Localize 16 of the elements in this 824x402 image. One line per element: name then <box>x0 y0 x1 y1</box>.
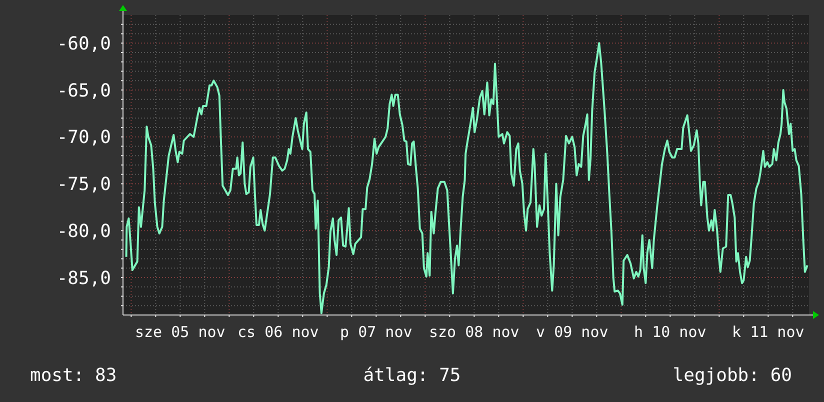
text: legjobb: 60 <box>672 365 792 386</box>
y-tick-label: -60,0 <box>56 33 111 54</box>
x-tick-label: v 09 nov <box>536 323 608 341</box>
x-tick-label: sze 05 nov <box>135 323 226 341</box>
y-tick-label: -65,0 <box>56 80 111 102</box>
y-tick-label: -70,0 <box>56 127 111 148</box>
text: átlag: 75 <box>363 365 461 386</box>
x-tick-label: cs 06 nov <box>238 323 319 341</box>
x-tick-label: szo 08 nov <box>429 323 520 341</box>
y-tick-label: -75,0 <box>56 174 111 196</box>
x-tick-label: p 07 nov <box>340 323 412 341</box>
text: most: 83 <box>30 365 117 386</box>
x-tick-label: k 11 nov <box>732 323 804 341</box>
y-tick-label: -80,0 <box>56 220 111 242</box>
y-tick-label: -85,0 <box>56 268 111 289</box>
x-tick-label: h 10 nov <box>634 323 706 341</box>
